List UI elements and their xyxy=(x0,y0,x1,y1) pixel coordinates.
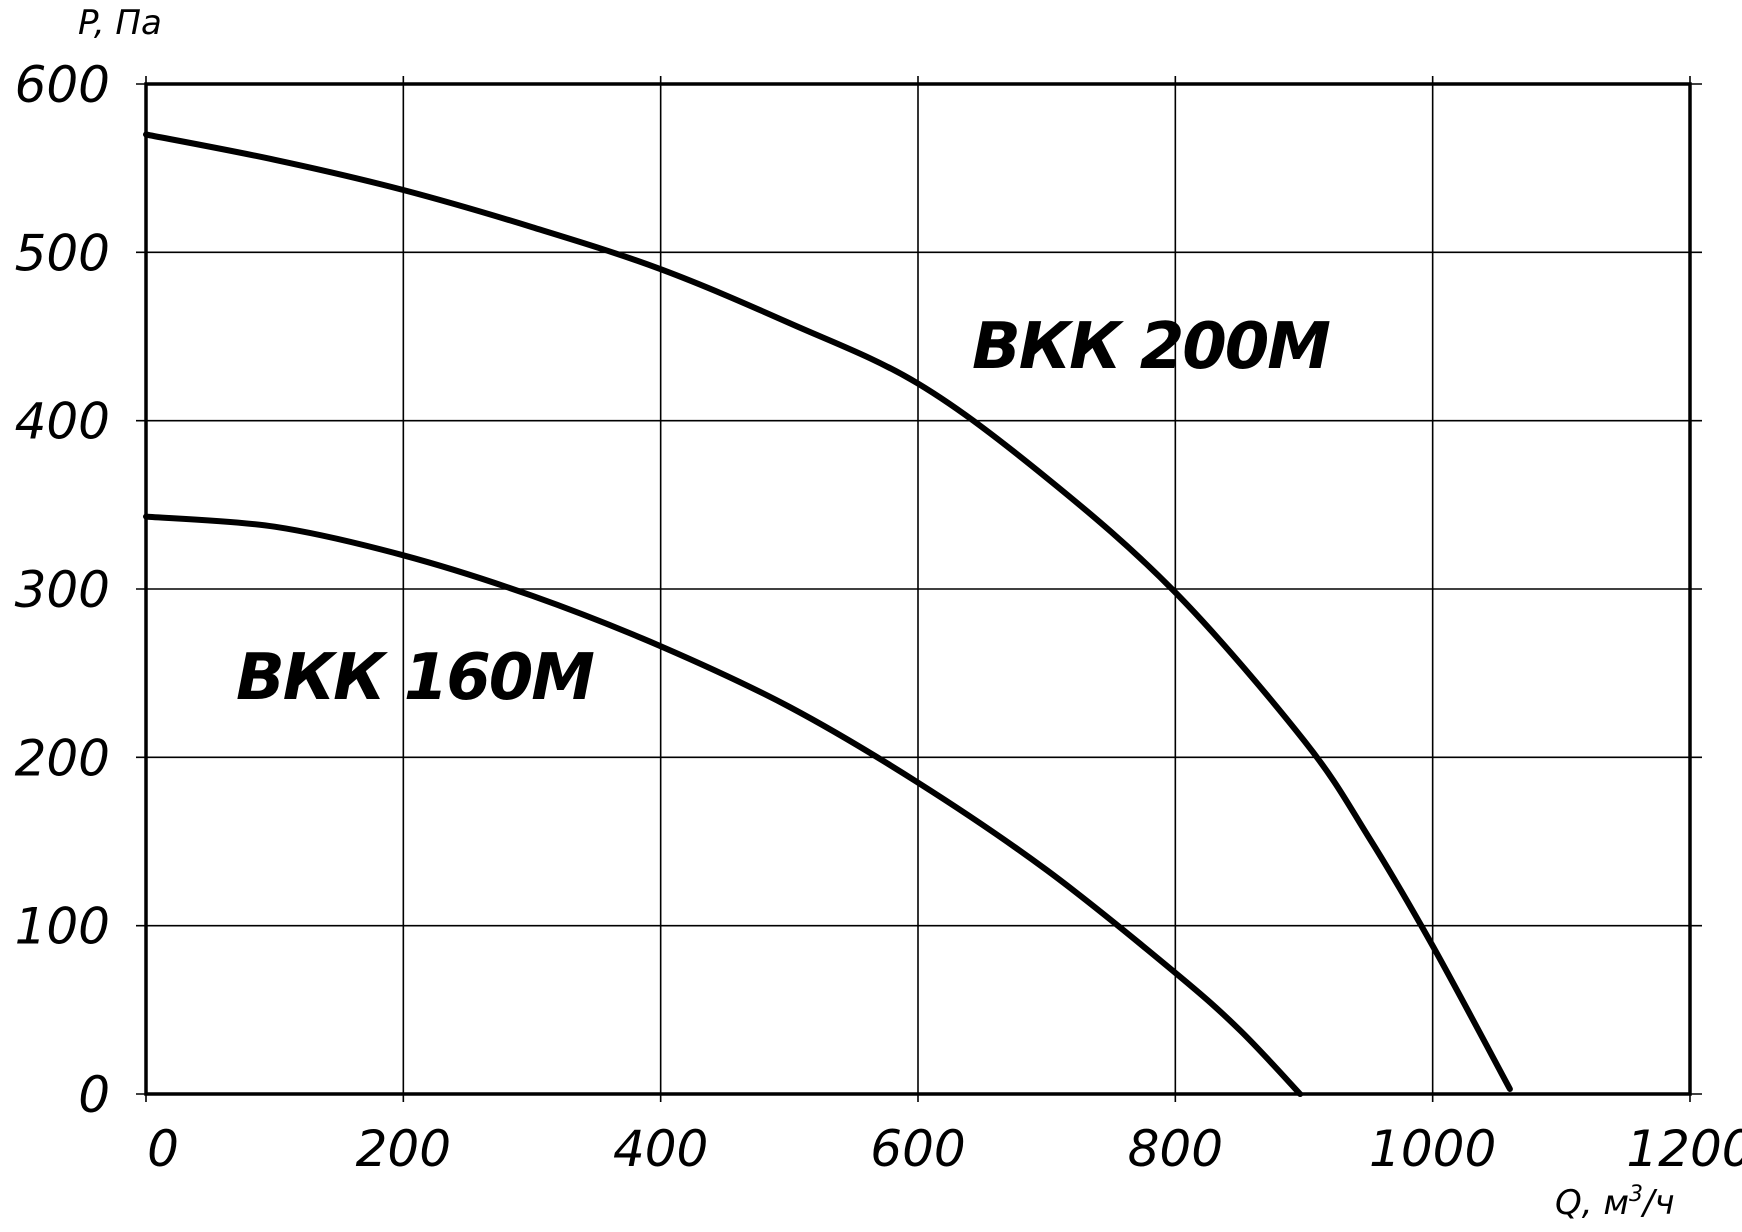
x-tick-labels: 0 200 400 600 800 1000 1200 xyxy=(147,1120,1742,1178)
y-tick-label: 200 xyxy=(15,729,110,787)
plot-frame xyxy=(144,82,1692,1096)
y-tick-label: 300 xyxy=(15,561,110,619)
x-tick-label: 800 xyxy=(1128,1120,1223,1178)
y-tick-label: 0 xyxy=(78,1066,110,1124)
x-axis-label: Q, м3/ч xyxy=(1555,1182,1675,1223)
y-tick-label: 100 xyxy=(15,898,110,956)
x-tick-label: 400 xyxy=(613,1120,708,1178)
x-tick-label: 1200 xyxy=(1626,1120,1742,1178)
series-label-vkk-160m: ВКК 160М xyxy=(236,641,594,715)
x-tick-label: 600 xyxy=(870,1120,965,1178)
y-tick-labels: 0 100 200 300 400 500 600 xyxy=(15,56,110,1124)
x-axis-label-superscript: 3 xyxy=(1629,1182,1643,1207)
y-axis-label: P, Па xyxy=(78,3,162,43)
y-tick-label: 400 xyxy=(15,393,110,451)
x-axis-label-prefix: Q, м xyxy=(1555,1183,1629,1223)
x-tick-label: 0 xyxy=(147,1120,179,1178)
x-tick-label: 1000 xyxy=(1369,1120,1496,1178)
x-axis-label-suffix: /ч xyxy=(1640,1183,1675,1223)
grid xyxy=(136,76,1702,1102)
curves xyxy=(143,131,1513,1097)
x-tick-label: 200 xyxy=(356,1120,451,1178)
y-tick-label: 600 xyxy=(15,56,110,114)
series-line-1 xyxy=(143,131,1513,1092)
series-line-0 xyxy=(143,513,1304,1097)
series-label-vkk-200m: ВКК 200М xyxy=(972,310,1330,384)
y-tick-label: 500 xyxy=(15,224,110,282)
